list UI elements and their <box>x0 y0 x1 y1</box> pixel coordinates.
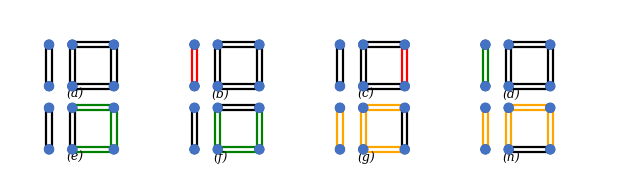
Circle shape <box>546 40 555 49</box>
Circle shape <box>400 103 410 112</box>
Circle shape <box>213 82 222 91</box>
Circle shape <box>190 82 199 91</box>
Text: (g): (g) <box>357 151 375 164</box>
Circle shape <box>400 40 410 49</box>
Circle shape <box>68 145 77 154</box>
Circle shape <box>213 103 222 112</box>
Text: (c): (c) <box>358 88 374 101</box>
Text: (e): (e) <box>67 151 84 164</box>
Circle shape <box>504 40 513 49</box>
Circle shape <box>68 82 77 91</box>
Circle shape <box>504 82 513 91</box>
Circle shape <box>400 145 410 154</box>
Circle shape <box>335 82 344 91</box>
Circle shape <box>44 145 54 154</box>
Circle shape <box>190 40 199 49</box>
Circle shape <box>400 82 410 91</box>
Circle shape <box>358 103 368 112</box>
Circle shape <box>44 40 54 49</box>
Circle shape <box>109 40 118 49</box>
Circle shape <box>481 103 490 112</box>
Circle shape <box>255 103 264 112</box>
Circle shape <box>335 145 344 154</box>
Circle shape <box>109 82 118 91</box>
Circle shape <box>504 145 513 154</box>
Circle shape <box>68 103 77 112</box>
Circle shape <box>358 40 368 49</box>
Text: (a): (a) <box>67 88 84 101</box>
Circle shape <box>190 103 199 112</box>
Circle shape <box>335 103 344 112</box>
Circle shape <box>109 103 118 112</box>
Circle shape <box>44 103 54 112</box>
Text: (h): (h) <box>502 151 520 164</box>
Circle shape <box>255 82 264 91</box>
Circle shape <box>255 145 264 154</box>
Circle shape <box>109 145 118 154</box>
Text: (d): (d) <box>502 88 520 101</box>
Text: (b): (b) <box>212 88 230 101</box>
Circle shape <box>546 82 555 91</box>
Circle shape <box>358 145 368 154</box>
Circle shape <box>481 145 490 154</box>
Circle shape <box>44 82 54 91</box>
Text: (f): (f) <box>214 151 228 164</box>
Circle shape <box>481 82 490 91</box>
Circle shape <box>255 40 264 49</box>
Circle shape <box>481 40 490 49</box>
Circle shape <box>546 145 555 154</box>
Circle shape <box>190 145 199 154</box>
Circle shape <box>335 40 344 49</box>
Circle shape <box>213 40 222 49</box>
Circle shape <box>358 82 368 91</box>
Circle shape <box>68 40 77 49</box>
Circle shape <box>213 145 222 154</box>
Circle shape <box>546 103 555 112</box>
Circle shape <box>504 103 513 112</box>
